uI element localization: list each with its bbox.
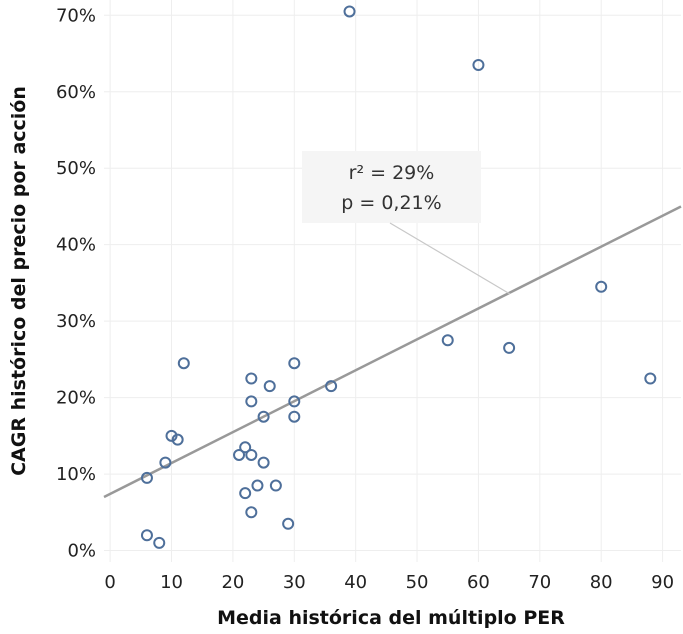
x-tick-label: 20	[221, 572, 244, 593]
x-tick-label: 50	[406, 572, 429, 593]
data-point	[441, 334, 454, 347]
data-point	[263, 380, 276, 393]
x-tick-label: 70	[528, 572, 551, 593]
data-point	[239, 487, 252, 500]
y-tick-label: 10%	[56, 464, 96, 485]
y-axis-title: CAGR histórico del precio por acción	[8, 86, 30, 476]
data-point	[245, 506, 258, 519]
data-point	[288, 395, 301, 408]
x-tick-label: 60	[467, 572, 490, 593]
data-point	[257, 456, 270, 469]
x-tick-label: 80	[590, 572, 613, 593]
y-tick-label: 70%	[56, 5, 96, 26]
y-tick-label: 60%	[56, 82, 96, 103]
y-tick-label: 50%	[56, 158, 96, 179]
data-point	[140, 529, 153, 542]
annotation-r-squared: r² = 29%	[349, 162, 435, 184]
data-points	[140, 5, 657, 549]
data-point	[245, 448, 258, 461]
data-point	[472, 58, 485, 71]
x-tick-label: 10	[160, 572, 183, 593]
annotation-leader-line	[389, 222, 511, 295]
data-point	[233, 448, 246, 461]
data-point	[644, 372, 657, 385]
y-tick-label: 30%	[56, 311, 96, 332]
data-point	[245, 372, 258, 385]
data-point	[288, 357, 301, 370]
data-point	[595, 280, 608, 293]
data-point	[257, 410, 270, 423]
data-point	[171, 433, 184, 446]
data-point	[153, 536, 166, 549]
data-point	[239, 441, 252, 454]
x-axis-title: Media histórica del múltiplo PER	[217, 607, 565, 629]
data-point	[269, 479, 282, 492]
x-tick-label: 0	[104, 572, 115, 593]
data-point	[325, 380, 338, 393]
trend-line	[103, 205, 682, 499]
x-tick-label: 30	[283, 572, 306, 593]
data-point	[282, 517, 295, 530]
data-point	[251, 479, 264, 492]
data-point	[288, 410, 301, 423]
data-point	[177, 357, 190, 370]
data-point	[140, 471, 153, 484]
y-tick-label: 0%	[67, 541, 96, 562]
data-point	[503, 341, 516, 354]
x-tick-label: 90	[651, 572, 674, 593]
y-tick-label: 20%	[56, 388, 96, 409]
data-point	[343, 5, 356, 18]
annotation-box: r² = 29% p = 0,21%	[302, 151, 511, 295]
annotation-background	[302, 151, 481, 223]
annotation-p-value: p = 0,21%	[341, 192, 441, 214]
data-point	[165, 429, 178, 442]
trend-line-group	[103, 205, 682, 499]
y-tick-label: 40%	[56, 235, 96, 256]
data-point	[245, 395, 258, 408]
x-tick-label: 40	[344, 572, 367, 593]
grid	[104, 0, 681, 562]
axes: 0 10 20 30 40 50 60 70 80 90 0% 10% 20% 30% 40% 50% 60% 7…	[56, 5, 674, 593]
data-point	[159, 456, 172, 469]
